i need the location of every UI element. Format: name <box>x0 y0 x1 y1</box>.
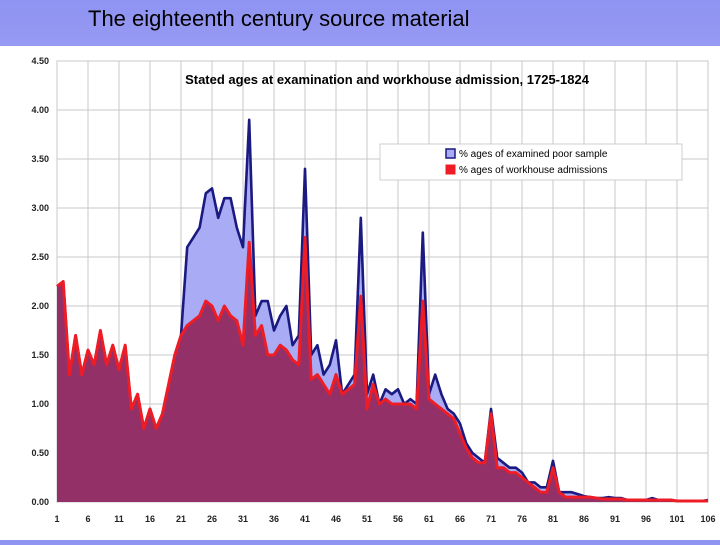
legend-label-examined: % ages of examined poor sample <box>459 149 608 160</box>
x-tick-label: 36 <box>269 514 279 524</box>
y-tick-label: 2.50 <box>31 252 49 262</box>
legend-swatch-workhouse <box>445 164 456 175</box>
x-tick-label: 1 <box>54 514 59 524</box>
area-workhouse-admissions <box>57 237 708 502</box>
x-tick-label: 61 <box>424 514 434 524</box>
x-tick-label: 91 <box>610 514 620 524</box>
legend-label-workhouse: % ages of workhouse admissions <box>459 165 607 176</box>
x-tick-label: 41 <box>300 514 310 524</box>
y-tick-label: 1.50 <box>31 350 49 360</box>
y-tick-label: 4.50 <box>31 56 49 66</box>
x-tick-label: 31 <box>238 514 248 524</box>
legend-box <box>379 143 683 181</box>
y-tick-label: 3.50 <box>31 154 49 164</box>
series-areas <box>56 118 709 503</box>
y-tick-label: 3.00 <box>31 203 49 213</box>
x-tick-label: 96 <box>641 514 651 524</box>
x-tick-label: 16 <box>145 514 155 524</box>
legend-swatch-examined <box>445 148 456 159</box>
y-tick-label: 1.00 <box>31 399 49 409</box>
x-tick-label: 51 <box>362 514 372 524</box>
x-tick-label: 81 <box>548 514 558 524</box>
y-axis-ticks: 0.00 0.50 1.00 1.50 2.00 2.50 3.00 3.50 4.00 4.50 <box>31 56 49 507</box>
x-tick-label: 21 <box>176 514 186 524</box>
x-tick-label: 101 <box>669 514 684 524</box>
x-tick-label: 76 <box>517 514 527 524</box>
y-tick-label: 0.50 <box>31 448 49 458</box>
area-chart: 0.00 0.50 1.00 1.50 2.00 2.50 3.00 3.50 4.00 4.50… <box>0 46 720 540</box>
x-tick-label: 106 <box>700 514 715 524</box>
x-tick-label: 56 <box>393 514 403 524</box>
x-tick-label: 11 <box>114 514 124 524</box>
line-workhouse-admissions <box>56 235 708 503</box>
y-tick-label: 2.00 <box>31 301 49 311</box>
x-tick-label: 46 <box>331 514 341 524</box>
slide-title: The eighteenth century source material <box>88 6 470 31</box>
legend: % ages of examined poor sample % ages of… <box>379 143 683 181</box>
x-tick-label: 71 <box>486 514 496 524</box>
x-tick-label: 26 <box>207 514 217 524</box>
x-tick-label: 6 <box>85 514 90 524</box>
x-axis-ticks: 1 6 11 16 21 26 31 36 41 46 51 56 61 66 71 76 81 86 91 96 10… <box>54 514 715 524</box>
chart-container: 0.00 0.50 1.00 1.50 2.00 2.50 3.00 3.50 4.00 4.50… <box>0 46 720 540</box>
x-tick-label: 66 <box>455 514 465 524</box>
x-tick-label: 86 <box>579 514 589 524</box>
y-tick-label: 4.00 <box>31 105 49 115</box>
y-tick-label: 0.00 <box>31 497 49 507</box>
chart-title: Stated ages at examination and workhouse… <box>185 72 590 87</box>
